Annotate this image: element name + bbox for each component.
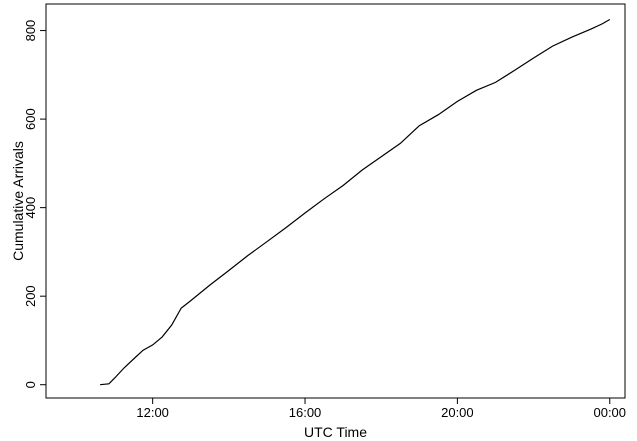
series-line-1: [100, 18, 611, 386]
y-axis: 0 200 400 600 800: [23, 20, 46, 388]
x-axis-label: UTC Time: [304, 424, 367, 440]
y-tick-label: 0: [23, 381, 38, 388]
x-tick-label: 16:00: [289, 405, 322, 420]
y-tick-label: 600: [23, 108, 38, 130]
plot-frame: [45, 3, 626, 399]
series-group: [100, 18, 611, 386]
x-tick-label: 20:00: [441, 405, 474, 420]
y-axis-label: Cumulative Arrivals: [10, 141, 26, 261]
x-axis: 12:00 16:00 20:00 00:00: [136, 398, 626, 420]
plot-border: [45, 3, 626, 399]
x-tick-label: 00:00: [593, 405, 626, 420]
y-tick-label: 400: [23, 197, 38, 219]
x-tick-label: 12:00: [136, 405, 169, 420]
y-tick-label: 800: [23, 20, 38, 42]
y-tick-label: 200: [23, 285, 38, 307]
